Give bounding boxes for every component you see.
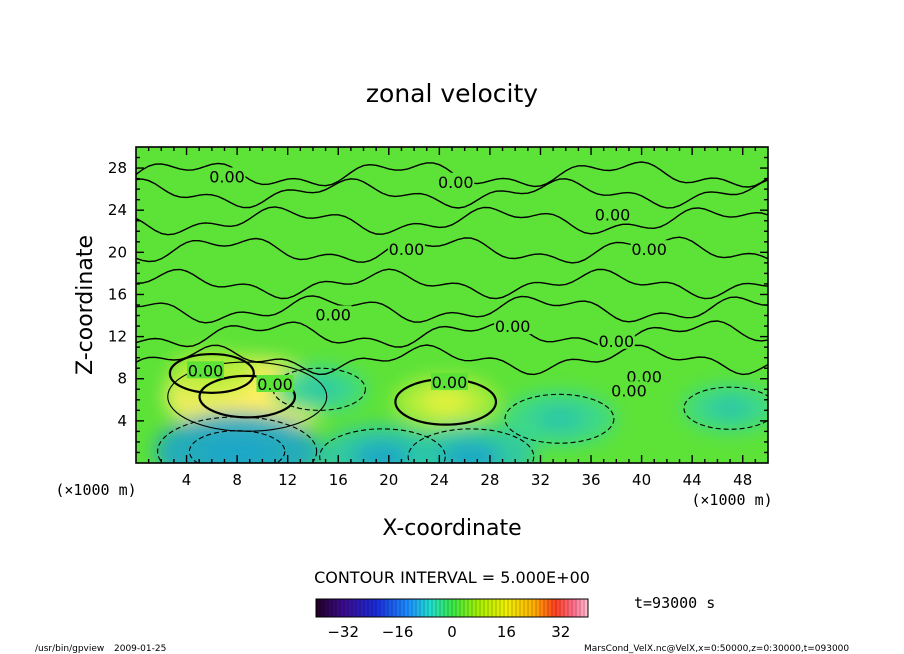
contour-label-background <box>187 361 225 379</box>
y-tick-label: 16 <box>108 285 127 303</box>
contour-label-background <box>594 205 632 223</box>
footer-date: 2009-01-25 <box>114 644 166 654</box>
negative-contour <box>272 367 366 411</box>
x-unit-label: (×1000 m) <box>691 491 772 509</box>
colorbar-tick-label: −32 <box>327 623 359 641</box>
zero-contour-line <box>136 178 768 209</box>
colorbar-tick-label: −16 <box>382 623 414 641</box>
negative-contour <box>504 393 615 444</box>
x-tick-label: 32 <box>531 471 550 489</box>
x-axis-label: X-coordinate <box>382 516 521 541</box>
x-tick-label: 28 <box>480 471 499 489</box>
plot-area: 0.00 0.000.000.00 0.000.000.000.000.000.00… <box>135 146 769 464</box>
positive-contour <box>168 352 255 394</box>
field-positive-core <box>422 390 470 414</box>
negative-contour <box>157 416 318 463</box>
x-tick-label: 12 <box>278 471 297 489</box>
contour-label-background <box>625 367 663 385</box>
negative-contour <box>188 430 286 463</box>
contour-label-background <box>630 240 668 258</box>
contour-label-background <box>597 331 635 349</box>
negative-contour <box>407 428 535 463</box>
y-tick-label: 8 <box>117 370 127 388</box>
contour-label: 0.00 <box>188 361 224 380</box>
time-label: t=93000 s <box>634 594 715 612</box>
contour-label-background <box>437 172 475 190</box>
x-tick-label: 48 <box>733 471 752 489</box>
contour-label-background <box>208 167 246 185</box>
colorbar-tick-label: 32 <box>551 623 570 641</box>
x-tick-label: 44 <box>683 471 702 489</box>
contour-label-background <box>494 317 532 335</box>
x-tick-label: 20 <box>379 471 398 489</box>
contour-label-background <box>430 372 468 390</box>
y-tick-label: 4 <box>117 412 127 430</box>
chart-title: zonal velocity <box>366 79 538 108</box>
contour-interval-label: CONTOUR INTERVAL = 5.000E+00 <box>314 568 590 587</box>
x-tick-label: 16 <box>329 471 348 489</box>
field-negative-core <box>199 433 275 463</box>
zero-contour-line <box>136 320 768 349</box>
contour-label-background <box>610 381 648 399</box>
contour-label-background <box>314 305 352 323</box>
x-tick-label: 8 <box>232 471 242 489</box>
x-tick-label: 24 <box>430 471 449 489</box>
field-negative-core <box>297 378 341 401</box>
zero-contour-line <box>136 295 768 324</box>
contour-label: 0.00 <box>389 240 425 259</box>
contour-label: 0.00 <box>432 373 468 392</box>
contour-label: 0.00 <box>209 167 245 186</box>
footer-source: MarsCond_VelX.nc@VelX,x=0:50000,z=0:3000… <box>584 644 849 654</box>
y-tick-label: 20 <box>108 243 127 261</box>
y-tick-label: 12 <box>108 328 127 346</box>
contour-label: 0.00 <box>257 375 293 394</box>
footer-program: /usr/bin/gpview <box>35 644 104 654</box>
negative-contour <box>319 428 446 463</box>
contour-label-background <box>387 240 425 258</box>
colorbar: −32 −16 0 16 32 <box>315 598 589 641</box>
y-unit-label: (×1000 m) <box>55 481 136 499</box>
contour-label: 0.00 <box>495 317 531 336</box>
x-tick-label: 4 <box>182 471 192 489</box>
y-tick-label: 24 <box>108 201 127 219</box>
colorbar-tick-label: 0 <box>447 623 457 641</box>
contour-label: 0.00 <box>438 173 474 192</box>
contour-label: 0.00 <box>595 205 631 224</box>
zero-contour-line <box>136 344 768 376</box>
x-tick-label: 40 <box>632 471 651 489</box>
contour-label: 0.00 <box>631 240 667 259</box>
zero-contour-line <box>136 206 768 236</box>
zero-contour-line <box>136 268 768 300</box>
y-tick-label: 28 <box>108 159 127 177</box>
x-tick-label: 36 <box>581 471 600 489</box>
negative-contour <box>683 386 768 430</box>
field-negative-core <box>708 397 752 420</box>
field-negative-core <box>441 442 501 463</box>
y-axis-label: Z-coordinate <box>73 235 98 375</box>
contour-label-background <box>256 375 294 392</box>
field-negative-core <box>353 442 412 463</box>
contour-label: 0.00 <box>611 381 647 400</box>
field-negative-core <box>534 406 585 432</box>
contour-label: 0.00 <box>599 332 635 351</box>
colorbar-tick-label: 16 <box>497 623 516 641</box>
contour-label: 0.00 <box>315 305 351 324</box>
